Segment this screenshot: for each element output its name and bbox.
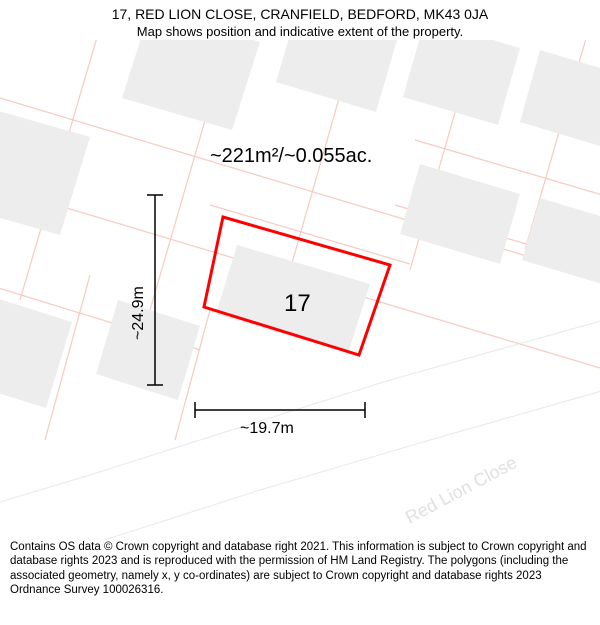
header-subtitle: Map shows position and indicative extent… [0, 24, 600, 40]
height-dimension-label: ~24.9m [130, 286, 148, 340]
plot-number-label: 17 [284, 290, 311, 318]
footer-copyright: Contains OS data © Crown copyright and d… [0, 540, 600, 606]
area-label: ~221m²/~0.055ac. [210, 145, 372, 168]
map-area: ~221m²/~0.055ac. ~24.9m ~19.7m 17 Red Li… [0, 40, 600, 540]
header: 17, RED LION CLOSE, CRANFIELD, BEDFORD, … [0, 0, 600, 40]
address-title: 17, RED LION CLOSE, CRANFIELD, BEDFORD, … [0, 6, 600, 24]
width-dimension-label: ~19.7m [240, 420, 294, 438]
